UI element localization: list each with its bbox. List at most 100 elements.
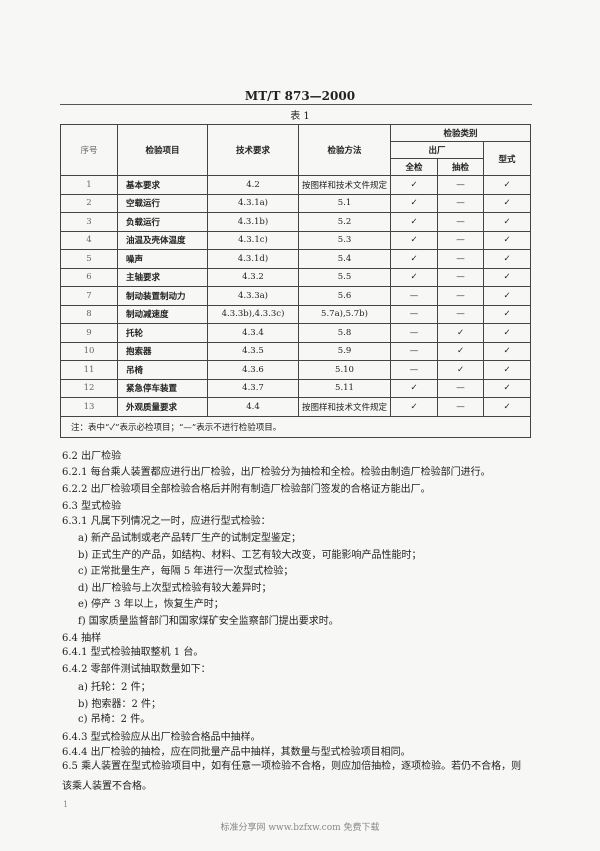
cell-seq: 2 (60, 193, 118, 213)
body-line: 该乘人装置不合格。 (62, 781, 152, 792)
cell-item: 空载运行 (117, 193, 208, 213)
cell-full: ✓ (390, 212, 438, 232)
table-row: 9 托轮 4.3.4 5.8— ✓ ✓ (60, 323, 531, 343)
cell-method: 5.10 (298, 360, 391, 380)
cell-method: 5.7a),5.7b) (298, 304, 391, 324)
body-line: 6.2 出厂检验 (62, 451, 122, 462)
cell-type: ✓ (483, 397, 531, 417)
cell-item: 吊椅 (117, 360, 208, 380)
cell-method: 5.5 (298, 267, 391, 287)
table-note: 注：表中“✓”表示必检项目；“—”表示不进行检验项目。 (60, 415, 531, 438)
cell-sample: ✓ (437, 341, 484, 361)
cell-requirement: 4.3.6 (207, 360, 299, 380)
cell-sample: — (437, 212, 484, 232)
header-item: 检验项目 (117, 124, 208, 176)
cell-seq: 1 (60, 175, 118, 195)
cell-type: ✓ (483, 267, 531, 287)
body-line: a) 新产品试制或老产品转厂生产的试制定型鉴定； (78, 533, 302, 544)
watermark: 标准分享网 www.bzfxw.com 免费下载 (220, 823, 380, 833)
cell-full: — (390, 360, 438, 380)
cell-seq: 10 (60, 341, 118, 361)
cell-item: 抱索器 (117, 341, 208, 361)
cell-type: ✓ (483, 323, 531, 343)
cell-full: ✓ (390, 378, 438, 398)
table-row: 13 外观质量要求 4.4 按图样和技术文件规定 ✓ — ✓ (60, 397, 531, 417)
header-requirement: 技术要求 (207, 124, 299, 176)
cell-type: ✓ (483, 230, 531, 250)
cell-sample: ✓ (437, 323, 484, 343)
cell-full: ✓ (390, 249, 438, 269)
cell-seq: 8 (60, 304, 118, 324)
table-row: 4 油温及壳体温度 4.3.1c) 5.3 ✓ — ✓ (60, 230, 531, 250)
body-line: 6.4 抽样 (62, 633, 102, 644)
cell-method: 5.4 (298, 249, 391, 269)
table-row: 1 基本要求 4.2 按图样和技术文件规定 ✓ — ✓ (60, 175, 531, 195)
body-line: d) 出厂检验与上次型式检验有较大差异时； (78, 583, 272, 594)
cell-type: ✓ (483, 341, 531, 361)
cell-full: — (390, 341, 438, 361)
cell-type: ✓ (483, 286, 531, 306)
header-seq: 序号 (60, 124, 118, 176)
document-code: MT/T 873—2000 (244, 89, 356, 103)
cell-type: ✓ (483, 212, 531, 232)
cell-sample: — (437, 397, 484, 417)
cell-sample: — (437, 267, 484, 287)
cell-item: 托轮 (117, 323, 208, 343)
cell-item: 油温及壳体温度 (117, 230, 208, 250)
table-title: 表 1 (290, 111, 310, 122)
cell-sample: — (437, 378, 484, 398)
body-line: c) 吊椅：2 件。 (78, 714, 151, 725)
body-line: b) 正式生产的产品，如结构、材料、工艺有较大改变，可能影响产品性能时； (78, 550, 422, 561)
cell-item: 制动减速度 (117, 304, 208, 324)
cell-full: ✓ (390, 397, 438, 417)
table-row: 5 噪声 4.3.1d) 5.4 ✓ — ✓ (60, 249, 531, 269)
cell-sample: — (437, 175, 484, 195)
header-rule (60, 104, 532, 105)
cell-requirement: 4.3.2 (207, 267, 299, 287)
table-row: 8 制动减速度 4.3.3b),4.3.3c) 5.7a),5.7b) — — ✓ (60, 304, 531, 324)
table-row: 7 制动装置制动力 4.3.3a) 5.6— — ✓ (60, 286, 531, 306)
cell-seq: 11 (60, 360, 118, 380)
cell-full: ✓ (390, 230, 438, 250)
header-factory: 出厂 (390, 141, 484, 159)
body-line: 6.5 乘人装置在型式检验项目中，如有任意一项检验不合格，则应加倍抽检，逐项检验… (62, 761, 522, 772)
header-category: 检验类别 (390, 124, 531, 142)
cell-method: 按图样和技术文件规定 (298, 397, 391, 417)
cell-method: 5.8 (298, 323, 391, 343)
cell-requirement: 4.3.3b),4.3.3c) (207, 304, 299, 324)
cell-seq: 13 (60, 397, 118, 417)
cell-full: ✓ (390, 193, 438, 213)
cell-full: — (390, 304, 438, 324)
cell-type: ✓ (483, 249, 531, 269)
cell-type: ✓ (483, 378, 531, 398)
body-line: 6.4.4 出厂检验的抽检，应在同批量产品中抽样，其数量与型式检验项目相同。 (62, 747, 411, 758)
cell-full: ✓ (390, 267, 438, 287)
body-line: a) 托轮：2 件； (78, 682, 151, 693)
cell-full: ✓ (390, 175, 438, 195)
table-row: 12 紧急停车装置 4.3.7 5.11 ✓ — ✓ (60, 378, 531, 398)
page-number: 1 (63, 800, 69, 809)
body-line: c) 正常批量生产，每隔 5 年进行一次型式检验； (78, 566, 294, 577)
cell-method: 5.2 (298, 212, 391, 232)
cell-type: ✓ (483, 360, 531, 380)
header-full: 全检 (390, 158, 438, 176)
body-line: 6.4.2 零部件测试抽取数量如下： (62, 664, 211, 675)
body-line: 6.2.1 每台乘人装置都应进行出厂检验，出厂检验分为抽检和全检。检验由制造厂检… (62, 467, 491, 478)
header-method: 检验方法 (298, 124, 391, 176)
cell-type: ✓ (483, 304, 531, 324)
cell-sample: — (437, 230, 484, 250)
cell-seq: 4 (60, 230, 118, 250)
cell-full: — (390, 286, 438, 306)
cell-sample: ✓ (437, 360, 484, 380)
body-line: b) 抱索器：2 件； (78, 699, 162, 710)
cell-item: 基本要求 (117, 175, 208, 195)
header-sample: 抽检 (437, 158, 484, 176)
cell-seq: 3 (60, 212, 118, 232)
cell-method: 5.1 (298, 193, 391, 213)
cell-type: ✓ (483, 193, 531, 213)
body-line: 6.2.2 出厂检验项目全部检验合格后并附有制造厂检验部门签发的合格证方能出厂。 (62, 484, 431, 495)
cell-item: 制动装置制动力 (117, 286, 208, 306)
body-line: 6.3.1 凡属下列情况之一时，应进行型式检验： (62, 516, 271, 527)
body-line: 6.3 型式检验 (62, 501, 122, 512)
cell-item: 主轴要求 (117, 267, 208, 287)
